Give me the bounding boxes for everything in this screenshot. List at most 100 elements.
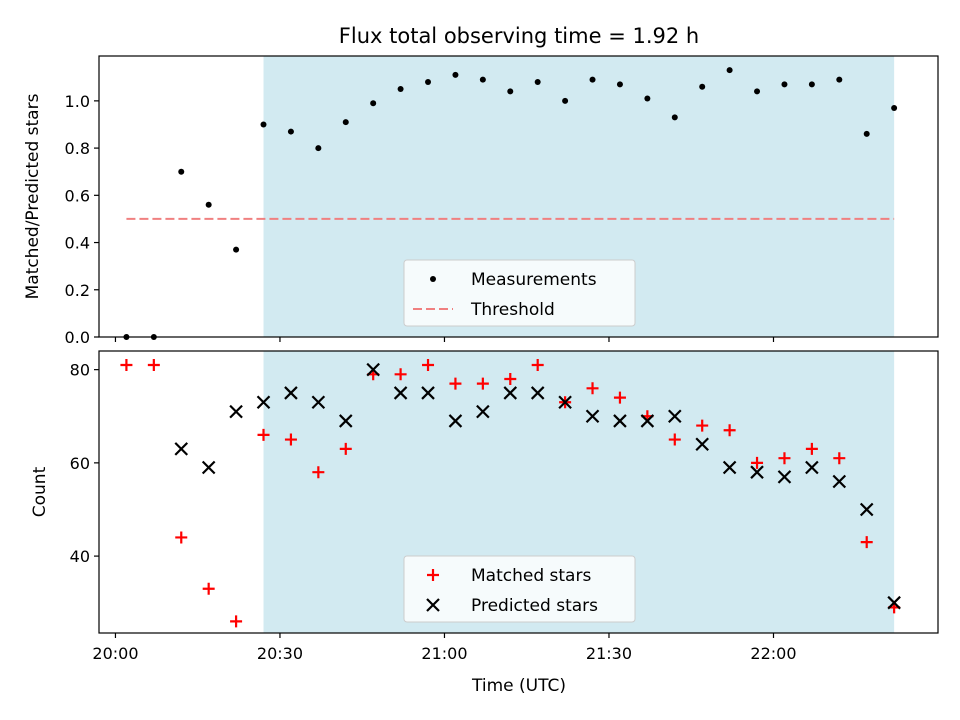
legend-box [403, 555, 636, 623]
x-tick-label: 21:00 [421, 644, 467, 663]
measurement-point [754, 88, 761, 95]
legend-label: Matched stars [471, 566, 591, 586]
measurement-point [178, 168, 185, 175]
predicted-star-point [284, 386, 298, 400]
matched-star-point [531, 358, 544, 371]
predicted-star-point [859, 502, 874, 517]
predicted-star-point [585, 409, 600, 424]
predicted-star-point [722, 460, 737, 475]
predicted-star-point [201, 460, 216, 475]
y-tick-label: 1.0 [65, 92, 90, 111]
x-tick-label: 22:00 [750, 644, 796, 663]
predicted-star-point [750, 465, 764, 479]
predicted-star-point [530, 386, 545, 400]
matched-star-point [668, 433, 681, 446]
matched-star-point [751, 456, 764, 469]
matched-star-point [257, 428, 270, 441]
measurement-point [425, 78, 432, 85]
matched-star-point [449, 377, 462, 390]
measurement-point [726, 67, 733, 74]
matched-star-point [613, 391, 626, 404]
x-axis-label: Time (UTC) [471, 676, 566, 696]
measurement-point [205, 201, 212, 208]
predicted-star-point [668, 409, 682, 424]
legend-marker-measurements [430, 276, 436, 282]
matched-star-point [723, 424, 736, 437]
x-tick-label: 21:30 [586, 644, 632, 663]
predicted-star-point [311, 395, 326, 410]
y-tick-label: 0.4 [65, 234, 90, 253]
measurement-point [479, 76, 486, 83]
predicted-star-point [256, 395, 271, 410]
measurement-point [534, 78, 541, 85]
axes-frame [98, 350, 939, 634]
measurement-point [315, 145, 322, 152]
matched-star-point [805, 442, 818, 455]
matched-star-point [230, 615, 243, 628]
matched-star-point [312, 466, 325, 479]
measurement-point [589, 76, 596, 83]
legend-marker-predicted [426, 598, 440, 612]
y-tick-label: 80 [70, 361, 90, 380]
matched-star-point [202, 582, 215, 595]
matched-star-point [476, 377, 489, 390]
matched-star-point [860, 536, 873, 549]
measurement-point [452, 71, 459, 78]
legend-marker-matched [427, 569, 439, 581]
matched-star-point [120, 358, 133, 371]
predicted-star-point [887, 595, 901, 610]
measurement-point [287, 128, 294, 135]
legend-label: Measurements [471, 270, 597, 290]
y-tick-label: 0.6 [65, 186, 90, 205]
chart-title: Flux total observing time = 1.92 h [339, 24, 699, 48]
measurement-point [233, 246, 240, 253]
matched-star-point [422, 358, 435, 371]
measurement-point [836, 76, 843, 83]
legend-label: Threshold [470, 300, 555, 320]
predicted-star-point [777, 470, 792, 484]
predicted-star-point [366, 362, 380, 377]
measurement-point [644, 95, 651, 102]
y-tick-label: 0.2 [65, 281, 90, 300]
measurement-point [370, 100, 377, 107]
predicted-star-point [476, 404, 490, 419]
x-tick-label: 20:30 [257, 644, 303, 663]
matched-star-point [778, 452, 791, 465]
measurement-point [397, 86, 404, 93]
predicted-star-point [832, 474, 847, 489]
measurement-point [671, 114, 678, 121]
predicted-star-point [613, 414, 627, 428]
legend: Matched stars Predicted stars [403, 555, 636, 623]
legend-label: Predicted stars [471, 596, 598, 616]
matched-star-point [833, 452, 846, 465]
predicted-star-point [393, 386, 408, 400]
predicted-star-point [503, 386, 518, 400]
predicted-star-point [421, 386, 435, 400]
predicted-star-point [338, 414, 353, 428]
measurement-point [507, 88, 514, 95]
measurement-point [260, 121, 267, 128]
measurement-point [699, 83, 706, 90]
predicted-star-point [448, 414, 463, 428]
matched-star-point [394, 368, 407, 381]
legend: Measurements Threshold [403, 259, 636, 327]
matched-star-point [147, 358, 160, 371]
y-tick-label: 60 [70, 454, 90, 473]
predicted-star-point [558, 395, 572, 410]
measurement-point [342, 119, 349, 126]
matched-star-point [696, 419, 709, 432]
x-tick-label: 20:00 [92, 644, 138, 663]
matched-star-point [284, 433, 297, 446]
y-axis-label: Matched/Predicted stars [23, 93, 43, 299]
axes-frame [98, 55, 939, 338]
measurement-point [781, 81, 788, 88]
matched-star-point [586, 382, 599, 395]
y-axis-label: Count [30, 466, 50, 517]
predicted-star-point [174, 442, 189, 456]
matched-star-point [504, 372, 517, 385]
legend-box [403, 259, 636, 327]
predicted-star-point [695, 437, 709, 452]
measurement-point [863, 130, 870, 137]
